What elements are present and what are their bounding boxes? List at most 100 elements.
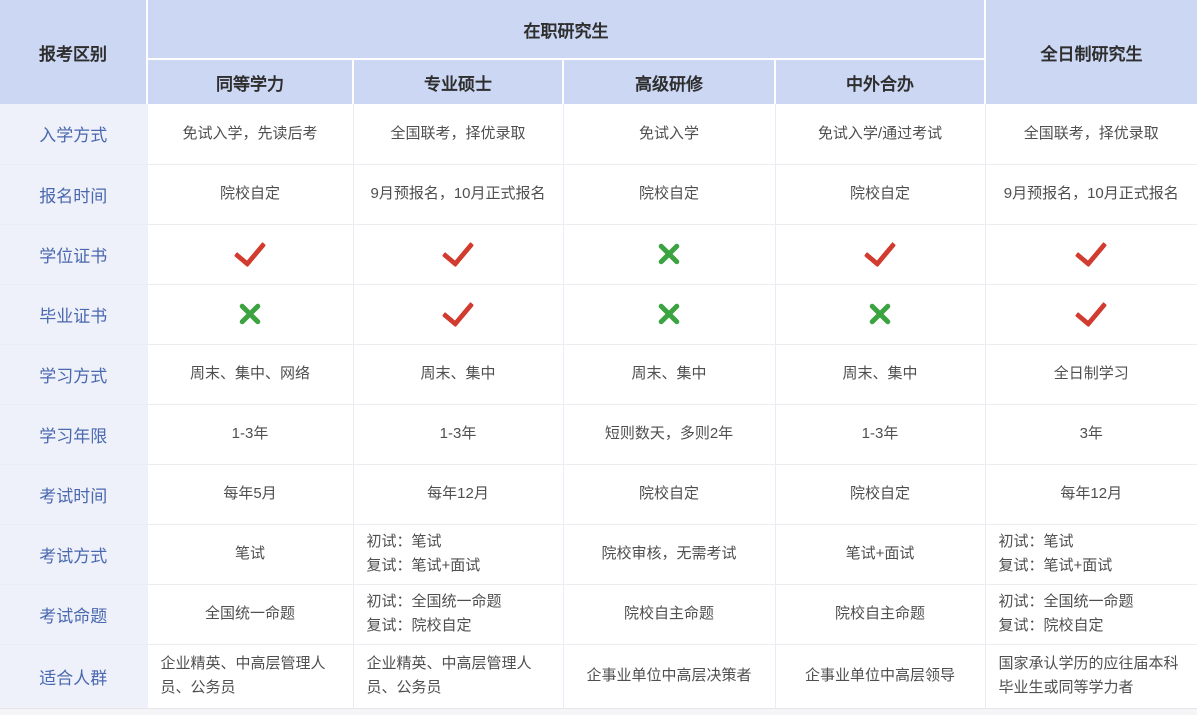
cell-value: 企事业单位中高层领导 — [804, 667, 955, 684]
check-icon — [441, 293, 475, 327]
table-row: 入学方式 免试入学，先读后考 全国联考，择优录取 免试入学 免试入学/通过考试 … — [0, 104, 1197, 164]
table-cell: 院校自主命题 — [774, 583, 985, 644]
cell-value: 周末、集中、网络 — [189, 365, 310, 382]
row-label: 学位证书 — [0, 223, 148, 284]
table-cell — [352, 283, 563, 344]
check-icon — [233, 233, 267, 267]
row-label: 学习方式 — [0, 343, 148, 404]
col-header-zhuanyeshuoshi: 专业硕士 — [352, 59, 563, 104]
table-cell: 免试入学，先读后考 — [146, 104, 353, 164]
table-cell — [984, 223, 1197, 284]
cell-value: 院校自主命题 — [834, 605, 925, 622]
cross-icon — [656, 241, 682, 267]
check-icon — [441, 233, 475, 267]
table-row: 学习方式 周末、集中、网络 周末、集中 周末、集中 周末、集中 全日制学习 — [0, 343, 1197, 404]
table-cell: 院校自定 — [562, 463, 775, 524]
table-row: 报名时间 院校自定 9月预报名，10月正式报名 院校自定 院校自定 9月预报名，… — [0, 163, 1197, 224]
table-cell: 1-3年 — [146, 403, 353, 464]
cell-value: 院校自定 — [849, 485, 910, 502]
cross-icon — [656, 301, 682, 327]
cell-value: 1-3年 — [231, 425, 269, 442]
table-cell — [146, 223, 353, 284]
cell-value: 1-3年 — [861, 425, 899, 442]
cell-value: 笔试+面试 — [845, 545, 915, 562]
cell-value: 初试：笔试 复试：笔试+面试 — [998, 533, 1113, 574]
cell-value: 企业精英、中高层管理人员、公务员 — [366, 655, 532, 696]
table-cell — [984, 283, 1197, 344]
table-cell: 院校自定 — [774, 163, 985, 224]
table-cell — [562, 223, 775, 284]
col-header-gaojiyanxiu: 高级研修 — [562, 59, 775, 104]
table-cell: 免试入学/通过考试 — [774, 104, 985, 164]
row-label: 适合人群 — [0, 643, 148, 708]
check-icon — [1075, 293, 1108, 327]
table-cell — [774, 283, 985, 344]
table-cell: 院校自主命题 — [562, 583, 775, 644]
table-cell: 院校自定 — [146, 163, 353, 224]
cell-value: 院校审核，无需考试 — [601, 545, 737, 562]
cell-value: 院校自定 — [219, 185, 280, 202]
cell-value: 每年12月 — [1060, 485, 1123, 502]
table-row: 学位证书 — [0, 223, 1197, 284]
table-row: 考试方式 笔试 初试：笔试 复试：笔试+面试 院校审核，无需考试 笔试+面试 初… — [0, 523, 1197, 584]
table-cell: 1-3年 — [352, 403, 563, 464]
cell-value: 国家承认学历的应往届本科毕业生或同等学力者 — [998, 655, 1179, 696]
cell-value: 全国联考，择优录取 — [1023, 124, 1159, 142]
table-cell: 初试：全国统一命题 复试：院校自定 — [984, 583, 1197, 644]
table-cell: 周末、集中、网络 — [146, 343, 353, 404]
group-header-onjob: 在职研究生 — [147, 0, 985, 60]
cell-value: 全日制学习 — [1053, 365, 1129, 382]
table-cell: 全国统一命题 — [146, 583, 353, 644]
table-cell: 院校自定 — [774, 463, 985, 524]
header-row-subtypes: 同等学力 专业硕士 高级研修 中外合办 — [0, 59, 1197, 104]
table-cell: 9月预报名，10月正式报名 — [984, 163, 1197, 224]
table-cell: 9月预报名，10月正式报名 — [352, 163, 563, 224]
table-cell: 周末、集中 — [774, 343, 985, 404]
cell-value: 每年12月 — [427, 485, 489, 502]
table-cell: 国家承认学历的应往届本科毕业生或同等学力者 — [984, 643, 1197, 708]
table-cell: 每年12月 — [984, 463, 1197, 524]
cell-value: 初试：笔试 复试：笔试+面试 — [366, 533, 481, 574]
table-cell — [774, 223, 985, 284]
cell-value: 企业精英、中高层管理人员、公务员 — [160, 655, 326, 696]
table-cell: 每年5月 — [146, 463, 353, 524]
table-cell: 每年12月 — [352, 463, 563, 524]
cell-value: 免试入学，先读后考 — [182, 124, 318, 142]
table-cell: 周末、集中 — [352, 343, 563, 404]
table-cell: 企业精英、中高层管理人员、公务员 — [146, 643, 353, 708]
cell-value: 全国联考，择优录取 — [390, 124, 526, 142]
cell-value: 免试入学/通过考试 — [817, 124, 943, 142]
cell-value: 院校自定 — [849, 185, 910, 202]
col-header-zhongwaiheban: 中外合办 — [774, 59, 985, 104]
cell-value: 周末、集中 — [842, 365, 918, 382]
table-cell: 笔试 — [146, 523, 353, 584]
row-label: 考试命题 — [0, 583, 148, 644]
table-row: 学习年限 1-3年 1-3年 短则数天，多则2年 1-3年 3年 — [0, 403, 1197, 464]
cell-value: 初试：全国统一命题 复试：院校自定 — [998, 593, 1134, 634]
cell-value: 全国统一命题 — [204, 605, 295, 622]
row-label: 报名时间 — [0, 163, 148, 224]
header-row-groups: 报考区别 在职研究生 全日制研究生 — [0, 0, 1197, 104]
table-cell: 1-3年 — [774, 403, 985, 464]
cell-value: 笔试 — [234, 545, 265, 562]
table-cell: 全国联考，择优录取 — [984, 104, 1197, 164]
cell-value: 9月预报名，10月正式报名 — [1003, 185, 1179, 202]
table-cell: 初试：全国统一命题 复试：院校自定 — [352, 583, 563, 644]
table-row: 适合人群 企业精英、中高层管理人员、公务员 企业精英、中高层管理人员、公务员 企… — [0, 643, 1197, 708]
group-header-fulltime: 全日制研究生 — [984, 0, 1197, 104]
table-cell: 企事业单位中高层决策者 — [562, 643, 775, 708]
table-cell: 免试入学 — [562, 104, 775, 164]
row-label: 学习年限 — [0, 403, 148, 464]
cell-value: 院校自定 — [638, 485, 699, 502]
cell-value: 1-3年 — [439, 425, 477, 442]
table-row: 考试时间 每年5月 每年12月 院校自定 院校自定 每年12月 — [0, 463, 1197, 524]
table-cell: 全日制学习 — [984, 343, 1197, 404]
table-cell: 院校审核，无需考试 — [562, 523, 775, 584]
table-cell: 全国联考，择优录取 — [352, 104, 563, 164]
cell-value: 周末、集中 — [631, 365, 707, 382]
table-row: 毕业证书 — [0, 283, 1197, 344]
table-cell: 企业精英、中高层管理人员、公务员 — [352, 643, 563, 708]
row-label: 入学方式 — [0, 104, 148, 164]
cross-icon — [237, 301, 263, 327]
